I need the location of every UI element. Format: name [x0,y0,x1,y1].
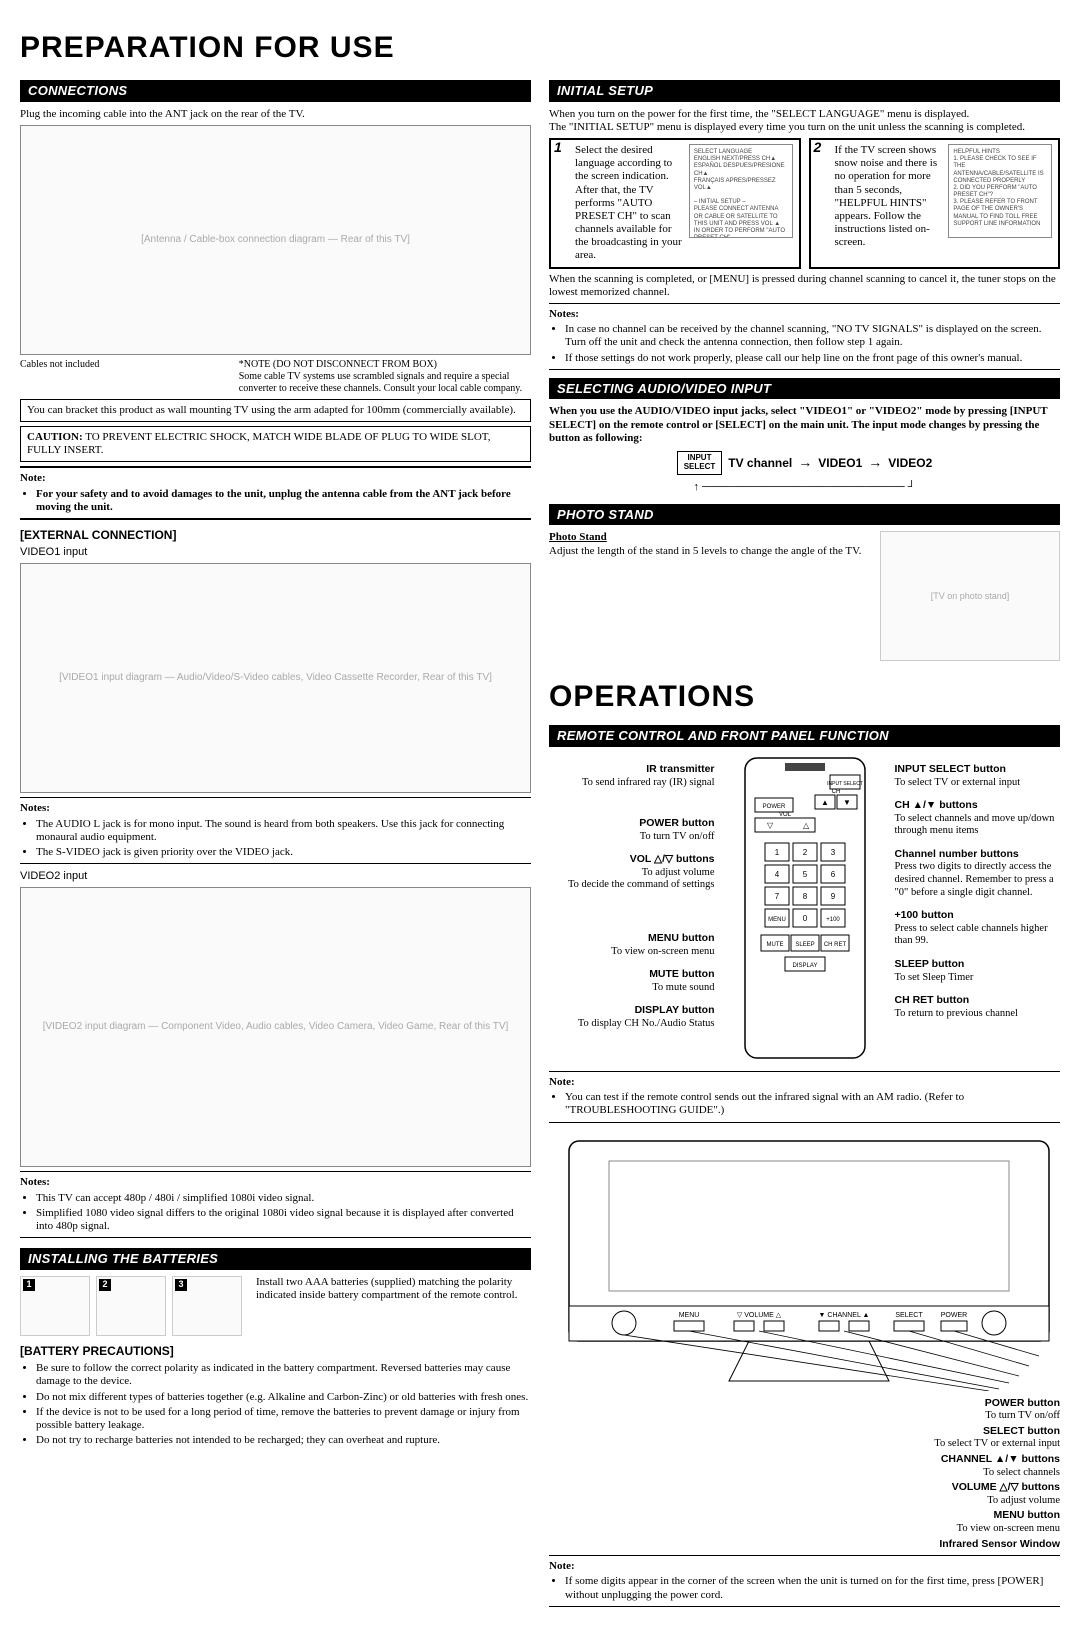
initial-intro-2: The "INITIAL SETUP" menu is displayed ev… [549,121,1060,134]
batt-step-2: 2 [99,1279,111,1291]
svg-text:5: 5 [802,870,807,879]
bracket-box: You can bracket this product as wall mou… [20,399,531,422]
batt-prec-3: If the device is not to be used for a lo… [36,1406,531,1432]
video2-diagram: [VIDEO2 input diagram — Component Video,… [20,887,531,1167]
flow-v1: VIDEO1 [818,456,862,470]
photo-text: Adjust the length of the stand in 5 leve… [549,545,870,558]
svg-text:8: 8 [802,892,807,901]
video1-note-1: The AUDIO L jack is for mono input. The … [36,818,531,844]
arrow-icon: → [868,454,882,471]
batt-prec-1: Be sure to follow the correct polarity a… [36,1362,531,1388]
operations-title: OPERATIONS [549,679,1060,715]
svg-text:▼ CHANNEL ▲: ▼ CHANNEL ▲ [819,1312,870,1319]
svg-text:2: 2 [802,848,807,857]
video1-notes-head: Notes: [20,802,531,815]
svg-text:CH RET: CH RET [823,942,846,948]
svg-text:SELECT: SELECT [895,1312,923,1319]
right-column: INITIAL SETUP When you turn on the power… [549,80,1060,1611]
initial-note-2: If those settings do not work properly, … [565,352,1060,365]
front-note: If some digits appear in the corner of t… [565,1575,1060,1601]
video2-note-1: This TV can accept 480p / 480i / simplif… [36,1192,531,1205]
safety-note: For your safety and to avoid damages to … [36,488,531,514]
cables-note: Cables not included [20,359,229,395]
svg-text:CH: CH [831,789,840,795]
svg-text:4: 4 [774,870,779,879]
front-note-head: Note: [549,1560,1060,1573]
svg-text:MUTE: MUTE [766,942,783,948]
section-remote: REMOTE CONTROL AND FRONT PANEL FUNCTION [549,725,1060,747]
left-column: CONNECTIONS Plug the incoming cable into… [20,80,531,1611]
input-select-btn: INPUT SELECT [677,451,723,475]
front-labels: POWER buttonTo turn TV on/off SELECT but… [549,1397,1060,1552]
remote-left-labels: IR transmitterTo send infrared ray (IR) … [549,753,715,1067]
step-1-box: 1 SELECT LANGUAGE ENGLISH NEXT/PRESS CH▲… [549,138,801,269]
front-panel-diagram: MENU ▽ VOLUME △ ▼ CHANNEL ▲ SELECT POWER [549,1131,1060,1552]
initial-notes-head: Notes: [549,308,1060,321]
initial-intro-1: When you turn on the power for the first… [549,108,1060,121]
step-1-screen: SELECT LANGUAGE ENGLISH NEXT/PRESS CH▲ E… [689,144,793,238]
svg-text:▽ VOLUME △: ▽ VOLUME △ [737,1312,782,1319]
converter-note: *NOTE (DO NOT DISCONNECT FROM BOX) Some … [239,359,531,395]
battery-text: Install two AAA batteries (supplied) mat… [256,1276,531,1302]
svg-text:▽: ▽ [767,821,774,830]
batt-prec-head: [BATTERY PRECAUTIONS] [20,1344,531,1358]
svg-text:7: 7 [774,892,779,901]
svg-text:+100: +100 [826,917,840,923]
remote-diagram: INPUT SELECT POWER ▲ ▼ CH ▽ △ VOL 1 2 3 4… [725,753,885,1067]
batt-step-3: 3 [175,1279,187,1291]
video1-note-2: The S-VIDEO jack is given priority over … [36,846,531,859]
remote-note-head: Note: [549,1076,1060,1089]
video1-diagram: [VIDEO1 input diagram — Audio/Video/S-Vi… [20,563,531,793]
svg-text:MENU: MENU [768,917,786,923]
svg-text:SLEEP: SLEEP [795,942,814,948]
svg-text:9: 9 [830,892,835,901]
video2-notes-head: Notes: [20,1176,531,1189]
caution-box: CAUTION: CAUTION: TO PREVENT ELECTRIC SH… [20,426,531,462]
svg-text:POWER: POWER [762,804,785,810]
svg-text:1: 1 [774,848,779,857]
note-head: Note: [20,472,531,485]
svg-text:VOL: VOL [778,812,791,818]
section-initial: INITIAL SETUP [549,80,1060,102]
video2-note-2: Simplified 1080 video signal differs to … [36,1207,531,1233]
external-head: [EXTERNAL CONNECTION] [20,528,531,542]
page-title: PREPARATION FOR USE [20,30,1060,66]
arrow-icon: → [798,454,812,471]
battery-images: 1 2 3 [20,1276,242,1336]
svg-text:INPUT SELECT: INPUT SELECT [827,781,863,787]
video2-label: VIDEO2 input [20,870,531,883]
batt-prec-4: Do not try to recharge batteries not int… [36,1434,531,1447]
svg-text:DISPLAY: DISPLAY [792,963,817,969]
remote-right-labels: INPUT SELECT buttonTo select TV or exter… [895,753,1061,1067]
batt-prec-2: Do not mix different types of batteries … [36,1391,531,1404]
section-batteries: INSTALLING THE BATTERIES [20,1248,531,1270]
input-flow: INPUT SELECT TV channel → VIDEO1 → VIDEO… [549,451,1060,475]
section-selecting: SELECTING AUDIO/VIDEO INPUT [549,378,1060,400]
video1-label: VIDEO1 input [20,546,531,559]
svg-text:▼: ▼ [843,798,851,807]
photo-head: Photo Stand [549,531,870,544]
initial-after: When the scanning is completed, or [MENU… [549,273,1060,299]
flow-v2: VIDEO2 [888,456,932,470]
svg-text:△: △ [803,821,810,830]
photo-stand-image: [TV on photo stand] [880,531,1060,661]
selecting-text: When you use the AUDIO/VIDEO input jacks… [549,405,1060,445]
svg-text:POWER: POWER [941,1312,967,1319]
svg-text:0: 0 [802,914,807,923]
remote-note: You can test if the remote control sends… [565,1091,1060,1117]
svg-text:3: 3 [830,848,835,857]
section-connections: CONNECTIONS [20,80,531,102]
section-photo: PHOTO STAND [549,504,1060,526]
svg-text:MENU: MENU [679,1312,700,1319]
batt-step-1: 1 [23,1279,35,1291]
svg-text:▲: ▲ [821,798,829,807]
initial-note-1: In case no channel can be received by th… [565,323,1060,349]
connections-diagram: [Antenna / Cable-box connection diagram … [20,125,531,355]
connections-intro: Plug the incoming cable into the ANT jac… [20,108,531,121]
svg-text:6: 6 [830,870,835,879]
step-2-box: 2 HELPFUL HINTS 1. PLEASE CHECK TO SEE I… [809,138,1061,269]
flow-tv: TV channel [728,456,792,470]
step-2-screen: HELPFUL HINTS 1. PLEASE CHECK TO SEE IF … [948,144,1052,238]
